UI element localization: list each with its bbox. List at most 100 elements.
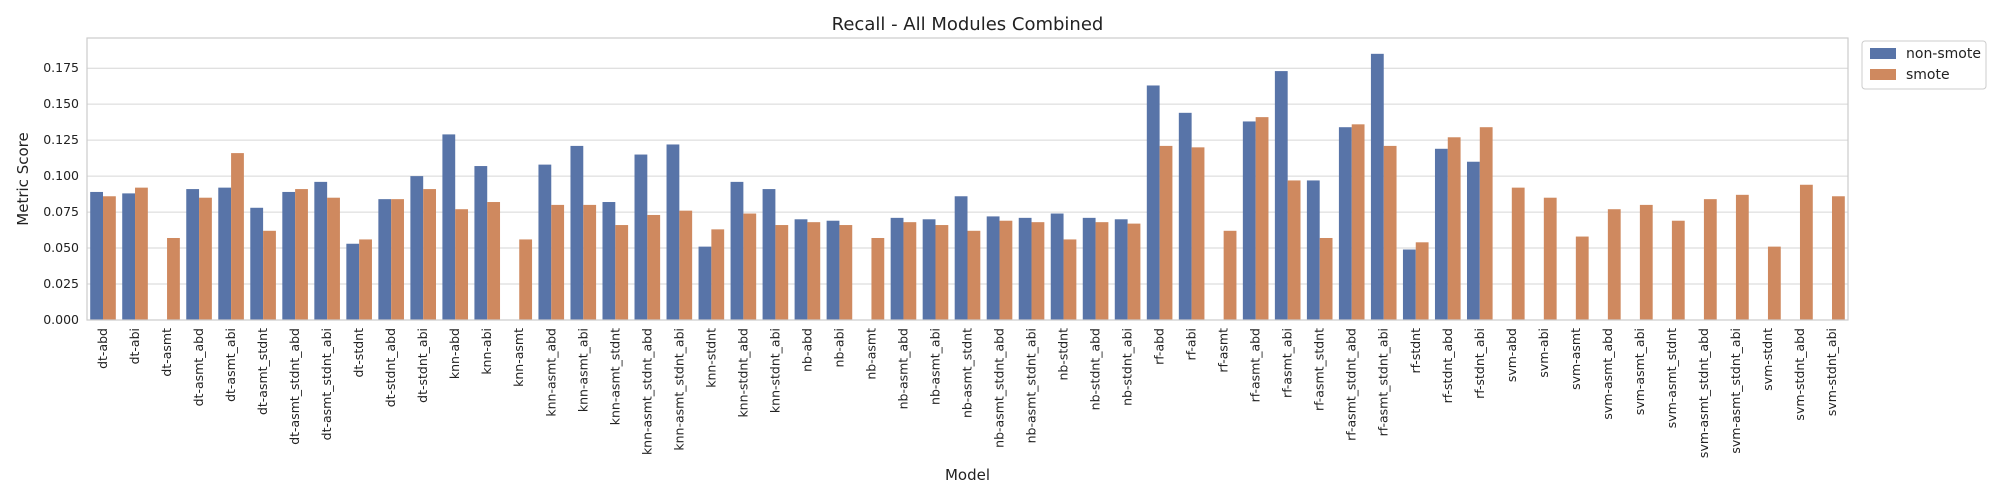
bar-smote-knn-stdnt: [711, 229, 725, 320]
y-tick-label: 0.100: [43, 168, 79, 183]
x-tick-label: nb-asmt_abd: [895, 328, 910, 409]
legend: non-smote smote: [1861, 40, 1987, 90]
x-tick-label: knn-abi: [479, 328, 494, 375]
bar-non-smote-knn-asmt_stdnt_abi: [666, 144, 680, 320]
x-tick-label: nb-asmt_abi: [927, 328, 942, 405]
bar-non-smote-knn-stdnt: [698, 246, 712, 320]
bar-smote-knn-stdnt_abi: [775, 225, 789, 320]
x-tick-label: knn-asmt: [511, 328, 526, 387]
bar-non-smote-rf-asmt_abi: [1274, 71, 1288, 321]
bar-non-smote-rf-stdnt: [1402, 249, 1416, 320]
bar-non-smote-nb-abd: [794, 219, 808, 320]
bar-smote-nb-asmt_stdnt_abi: [1031, 222, 1045, 320]
bar-smote-nb-abi: [839, 225, 853, 320]
bar-smote-knn-asmt_stdnt_abd: [647, 214, 661, 320]
bar-smote-nb-stdnt_abi: [1127, 223, 1141, 320]
x-tick-label: rf-asmt_stdnt_abi: [1376, 328, 1391, 436]
x-tick-label: knn-asmt_stdnt_abi: [671, 328, 686, 451]
bar-smote-knn-asmt_abi: [583, 204, 597, 320]
bar-smote-rf-asmt_stdnt_abd: [1351, 124, 1365, 320]
bar-non-smote-dt-stdnt_abd: [378, 199, 392, 320]
x-tick-label: svm-abi: [1536, 328, 1551, 378]
bar-smote-dt-asmt: [167, 237, 180, 320]
x-tick-label: rf-asmt_abd: [1248, 328, 1263, 402]
bar-smote-nb-abd: [807, 222, 821, 320]
x-tick-label: knn-asmt_stdnt: [607, 328, 622, 425]
bar-smote-svm-stdnt_abd: [1799, 184, 1813, 320]
y-tick-label: 0.075: [43, 204, 79, 219]
x-tick-label: dt-asmt_stdnt: [255, 328, 270, 415]
x-tick-label: nb-asmt_stdnt_abi: [1024, 328, 1039, 443]
bar-non-smote-dt-asmt_stdnt_abd: [282, 191, 296, 320]
y-tick-label: 0.050: [43, 240, 79, 255]
bars: [90, 53, 1845, 321]
x-tick-label: knn-asmt_abd: [543, 328, 558, 417]
x-tick-label: svm-asmt_stdnt: [1664, 328, 1679, 428]
bar-non-smote-knn-stdnt_abd: [730, 181, 744, 320]
legend-label-smote: smote: [1906, 67, 1950, 83]
x-tick-label: dt-asmt: [159, 328, 174, 377]
bar-non-smote-nb-stdnt: [1050, 213, 1064, 320]
bar-non-smote-knn-abd: [442, 134, 456, 320]
x-tick-label: nb-abi: [831, 328, 846, 367]
bar-non-smote-rf-asmt_abd: [1242, 121, 1256, 321]
x-tick-label: knn-stdnt_abi: [767, 328, 782, 413]
bar-smote-rf-abi: [1191, 147, 1205, 320]
bar-non-smote-nb-stdnt_abi: [1114, 219, 1128, 320]
bar-non-smote-dt-asmt_abi: [218, 187, 232, 320]
bar-smote-svm-asmt_stdnt_abd: [1703, 199, 1717, 320]
bar-smote-nb-stdnt_abd: [1095, 222, 1109, 320]
y-tick-label: 0.125: [43, 132, 79, 147]
bar-non-smote-nb-asmt_stdnt: [954, 196, 968, 320]
bar-smote-dt-asmt_stdnt_abi: [327, 197, 340, 320]
x-tick-label: rf-asmt_abi: [1280, 328, 1295, 398]
x-tick-label: nb-stdnt_abd: [1088, 328, 1103, 410]
bar-non-smote-dt-asmt_stdnt_abi: [314, 181, 328, 320]
x-tick-label: knn-asmt_abi: [575, 328, 590, 412]
bar-non-smote-dt-stdnt: [346, 243, 360, 320]
bar-smote-dt-abi: [135, 187, 148, 320]
legend-label-non-smote: non-smote: [1906, 46, 1981, 62]
x-tick-label: dt-stdnt_abd: [383, 328, 398, 407]
bar-smote-nb-asmt_abi: [935, 225, 949, 320]
bar-smote-nb-asmt: [871, 237, 885, 320]
bar-smote-svm-stdnt_abi: [1831, 196, 1845, 320]
bar-smote-knn-abi: [487, 202, 501, 320]
x-tick-label: rf-stdnt_abi: [1472, 328, 1487, 399]
x-tick-label: rf-asmt_stdnt: [1312, 328, 1327, 411]
bar-non-smote-nb-asmt_stdnt_abi: [1018, 217, 1032, 320]
x-tick-label: nb-stdnt_abi: [1120, 328, 1135, 406]
x-tick-label: svm-asmt_stdnt_abd: [1696, 328, 1711, 458]
bar-non-smote-nb-asmt_abi: [922, 219, 936, 320]
x-tick-label: knn-stdnt_abd: [735, 328, 750, 418]
bar-smote-svm-stdnt: [1767, 246, 1781, 320]
x-axis-ticks: dt-abd dt-abi dt-asmt dt-asmt_abd dt-asmt_ab…: [95, 328, 1839, 458]
bar-non-smote-dt-stdnt_abi: [410, 176, 424, 320]
y-tick-label: 0.025: [43, 276, 79, 291]
x-tick-label: rf-abd: [1152, 328, 1167, 365]
bar-smote-svm-asmt_abd: [1607, 209, 1621, 320]
bar-non-smote-nb-asmt_stdnt_abd: [986, 216, 1000, 320]
y-axis-ticks: 0.000 0.025 0.050 0.075 0.100 0.125 0.150 0.175: [43, 60, 79, 327]
bar-smote-svm-asmt_stdnt_abi: [1735, 194, 1749, 320]
plot-frame: [86, 37, 1849, 321]
bar-non-smote-knn-asmt_stdnt: [602, 202, 616, 320]
bar-non-smote-knn-stdnt_abi: [762, 189, 776, 320]
bar-non-smote-nb-asmt_abd: [890, 217, 904, 320]
bar-non-smote-rf-abi: [1178, 112, 1192, 320]
bar-non-smote-rf-asmt_stdnt_abd: [1338, 127, 1352, 321]
legend-swatch-non-smote: [1870, 48, 1896, 59]
x-tick-label: svm-stdnt_abd: [1792, 328, 1807, 421]
x-tick-label: rf-stdnt_abd: [1440, 328, 1455, 403]
bar-non-smote-knn-abi: [474, 166, 488, 320]
bar-smote-rf-asmt_abd: [1255, 117, 1269, 320]
bar-smote-svm-asmt: [1575, 236, 1589, 320]
x-tick-label: dt-asmt_abd: [191, 328, 206, 406]
x-tick-label: nb-asmt: [863, 328, 878, 380]
x-tick-label: dt-asmt_stdnt_abi: [319, 328, 334, 440]
y-tick-label: 0.150: [43, 96, 79, 111]
x-tick-label: dt-stdnt: [351, 328, 366, 378]
x-tick-label: svm-abd: [1504, 328, 1519, 382]
x-tick-label: dt-asmt_abi: [223, 328, 238, 402]
